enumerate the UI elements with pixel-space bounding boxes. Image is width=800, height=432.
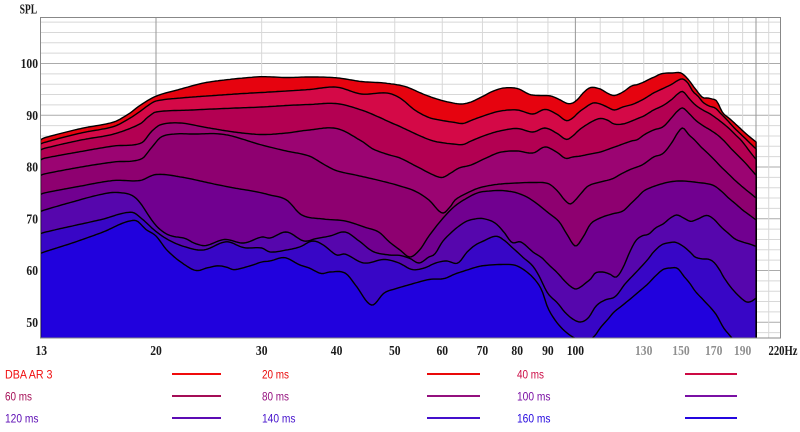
svg-text:40 ms: 40 ms: [517, 367, 544, 381]
svg-text:50: 50: [389, 344, 401, 359]
svg-text:DBA AR 3: DBA AR 3: [5, 367, 53, 381]
svg-text:80: 80: [511, 344, 523, 359]
svg-text:13: 13: [36, 344, 48, 359]
svg-text:160 ms: 160 ms: [517, 411, 551, 425]
svg-text:SPL: SPL: [20, 2, 38, 17]
svg-text:70: 70: [477, 344, 489, 359]
svg-text:220Hz: 220Hz: [769, 344, 798, 359]
svg-text:170: 170: [705, 344, 722, 359]
svg-text:80: 80: [26, 161, 38, 176]
svg-text:60: 60: [26, 264, 38, 279]
svg-text:70: 70: [26, 212, 38, 227]
svg-text:20: 20: [150, 344, 162, 359]
svg-text:20 ms: 20 ms: [262, 367, 289, 381]
svg-text:190: 190: [734, 344, 751, 359]
svg-text:60 ms: 60 ms: [5, 389, 32, 403]
svg-text:130: 130: [635, 344, 652, 359]
svg-text:100: 100: [567, 344, 584, 359]
svg-text:100: 100: [21, 57, 38, 72]
svg-text:90: 90: [542, 344, 554, 359]
svg-text:140 ms: 140 ms: [262, 411, 296, 425]
svg-text:90: 90: [26, 109, 38, 124]
svg-text:100 ms: 100 ms: [517, 389, 551, 403]
svg-text:30: 30: [256, 344, 268, 359]
svg-text:150: 150: [672, 344, 689, 359]
svg-text:120 ms: 120 ms: [5, 411, 39, 425]
svg-text:80 ms: 80 ms: [262, 389, 289, 403]
svg-text:40: 40: [331, 344, 343, 359]
svg-text:60: 60: [437, 344, 449, 359]
svg-text:50: 50: [26, 316, 38, 331]
